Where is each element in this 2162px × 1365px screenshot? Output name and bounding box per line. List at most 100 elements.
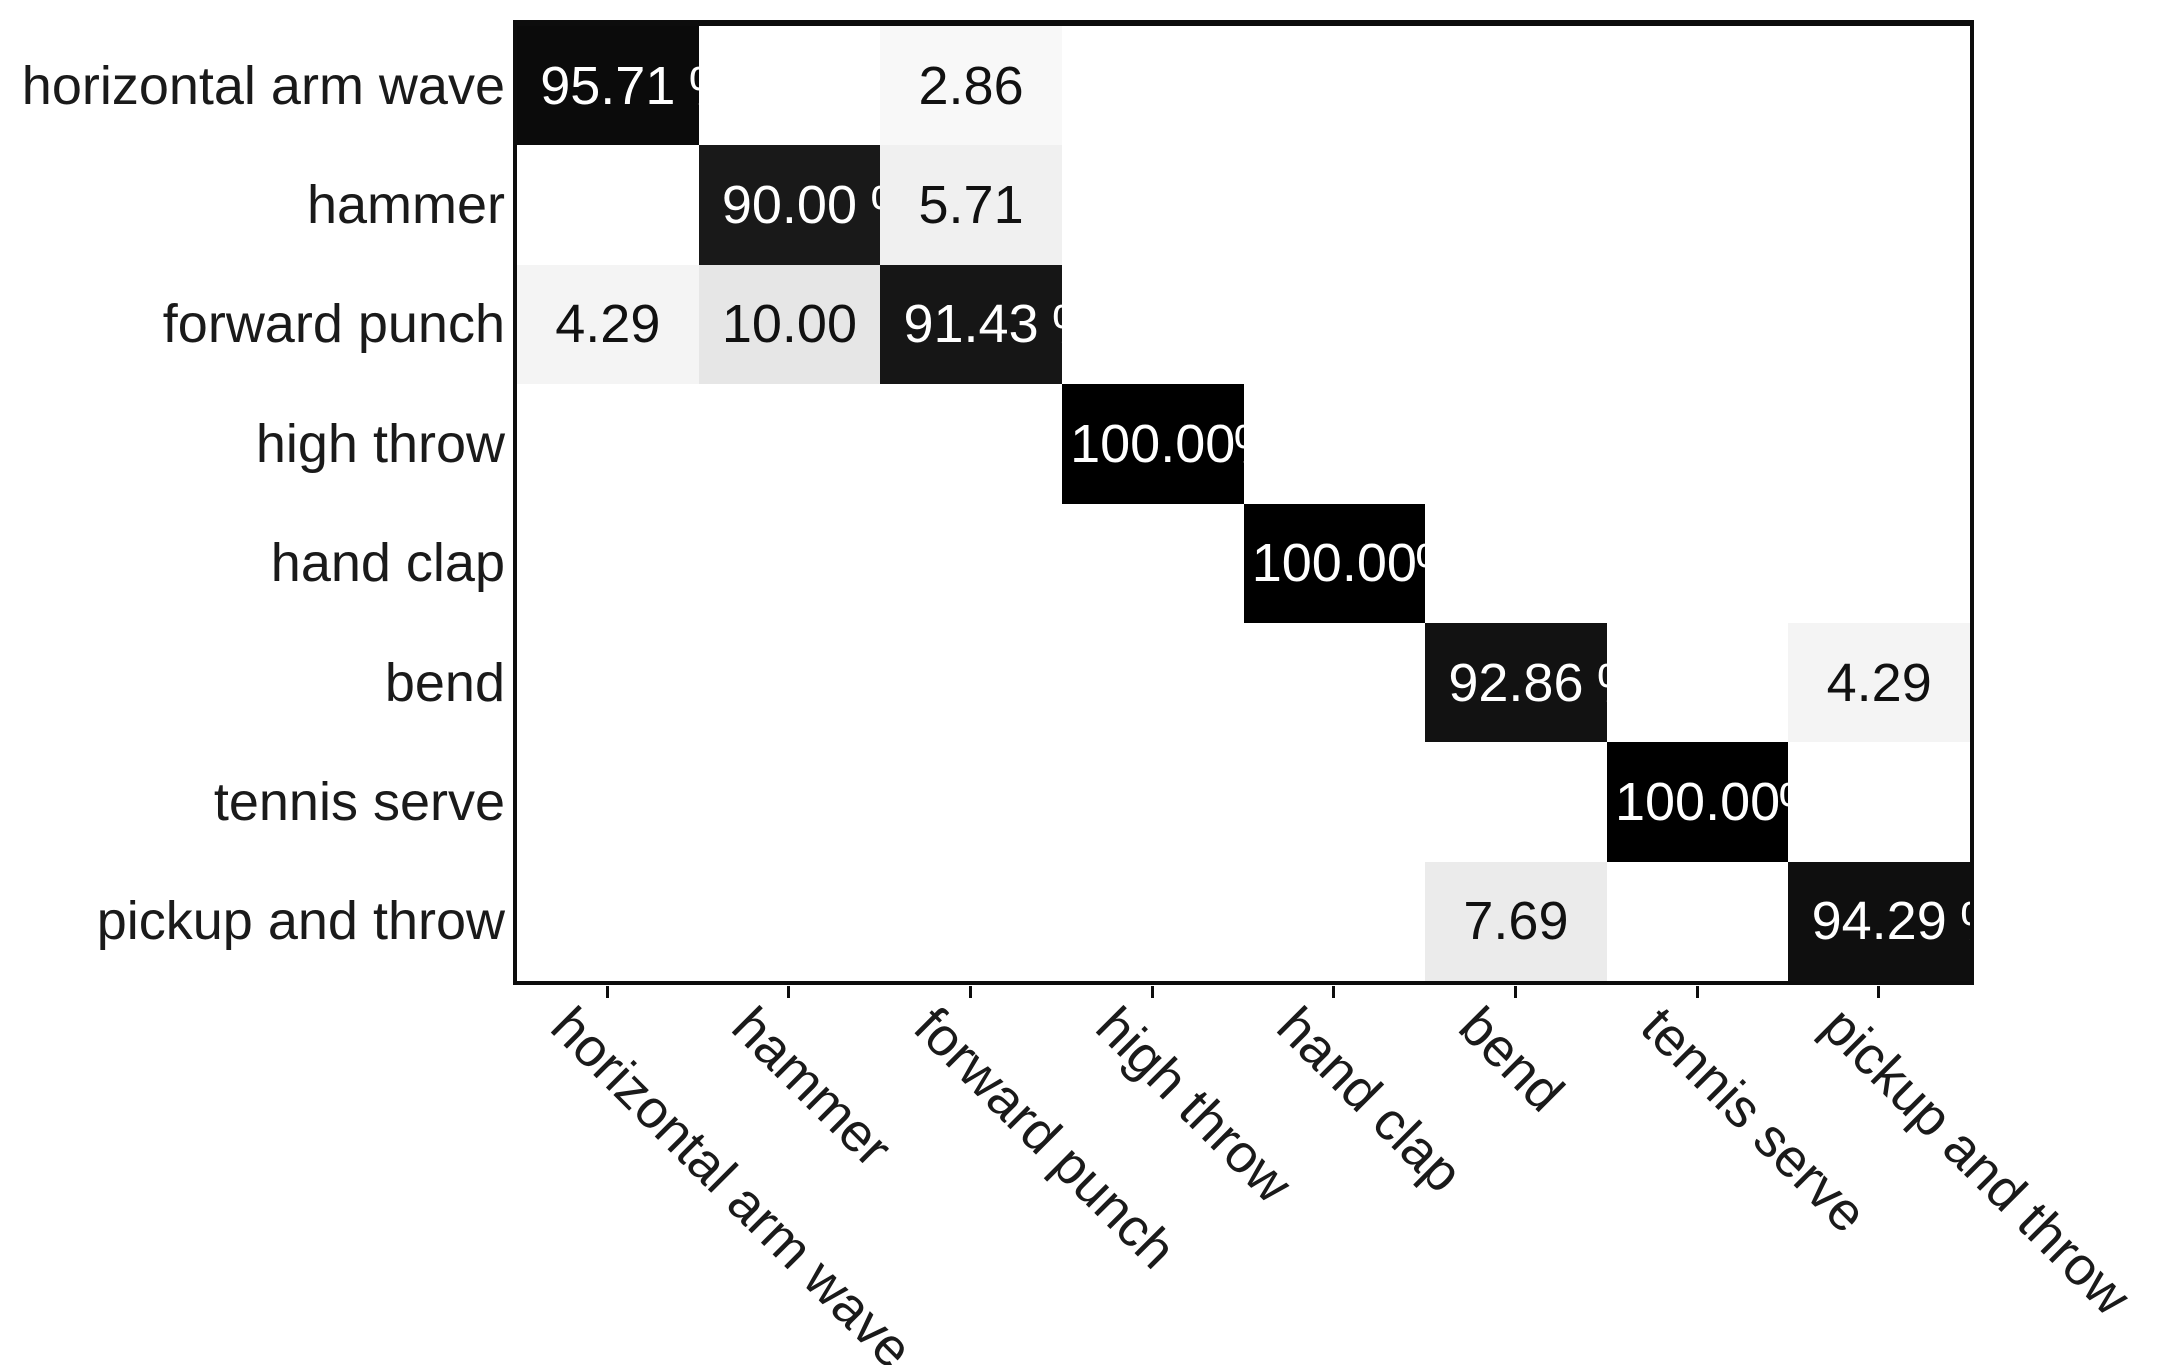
x-axis-tick [605, 986, 609, 998]
matrix-cell [1606, 26, 1789, 146]
matrix-cell [1606, 145, 1789, 265]
matrix-cell: 94.29% [1788, 861, 1970, 981]
matrix-cell [517, 145, 699, 265]
matrix-cell: 95.71% [517, 26, 699, 146]
x-axis-tick [1513, 986, 1517, 998]
matrix-cell [1606, 384, 1789, 504]
matrix-cell [1061, 503, 1244, 623]
y-axis-label: bend [384, 652, 505, 713]
matrix-cell [698, 742, 881, 862]
x-axis-label: hammer [721, 995, 904, 1179]
matrix-cell [517, 622, 699, 743]
matrix-cell [1606, 861, 1789, 981]
matrix-cell [1425, 264, 1607, 385]
clipped-percent-glyph: % [1234, 415, 1244, 473]
matrix-cell: 10.00 [698, 264, 881, 385]
matrix-cell [880, 861, 1062, 981]
cell-value: 100.00 [1614, 771, 1781, 832]
y-axis-label: pickup and throw [96, 891, 505, 952]
matrix-cell: 4.29 [517, 264, 699, 385]
x-axis-tick [1695, 986, 1699, 998]
clipped-percent-glyph: % [1960, 892, 1970, 950]
matrix-cell [698, 622, 881, 743]
clipped-percent-glyph: % [870, 176, 880, 234]
x-axis-tick [1332, 986, 1336, 998]
matrix-cell [1243, 742, 1426, 862]
matrix-cell: 5.71 [880, 145, 1062, 265]
matrix-cell [1061, 861, 1244, 981]
x-axis-tick [969, 986, 973, 998]
cell-value: 4.29 [555, 294, 661, 355]
matrix-cell [1606, 264, 1789, 385]
cell-value: 7.69 [1463, 891, 1569, 952]
clipped-percent-glyph: % [1415, 534, 1425, 592]
x-axis-label: bend [1447, 995, 1576, 1124]
cell-value: 91.43 [903, 294, 1039, 355]
matrix-cell: 100.00% [1606, 742, 1789, 862]
x-axis-tick [1150, 986, 1154, 998]
y-axis-label: high throw [255, 413, 505, 474]
x-axis-label: horizontal arm wave [539, 995, 924, 1365]
matrix-cell [1061, 145, 1244, 265]
matrix-cell [1788, 503, 1970, 623]
matrix-cell: 4.29 [1788, 622, 1970, 743]
y-axis-label: tennis serve [213, 771, 505, 832]
matrix-cell [1243, 145, 1426, 265]
cell-value: 2.86 [918, 55, 1024, 116]
matrix-cell [1243, 622, 1426, 743]
cell-value: 94.29 [1811, 891, 1947, 952]
matrix-cell [1061, 26, 1244, 146]
cell-value: 10.00 [721, 294, 857, 355]
matrix-cell [1788, 264, 1970, 385]
matrix-cell [1425, 384, 1607, 504]
matrix-cell [698, 26, 881, 146]
matrix-cell [1788, 384, 1970, 504]
matrix-cell: 90.00% [698, 145, 881, 265]
matrix-cell [880, 742, 1062, 862]
matrix-cell [880, 503, 1062, 623]
clipped-percent-glyph: % [1778, 773, 1788, 831]
cell-value: 5.71 [918, 175, 1024, 236]
matrix-cell [1788, 145, 1970, 265]
x-axis-tick [1877, 986, 1881, 998]
y-axis-label: forward punch [162, 294, 505, 355]
matrix-cell: 100.00% [1243, 503, 1426, 623]
cell-value: 4.29 [1826, 652, 1932, 713]
matrix-cell [1606, 622, 1789, 743]
matrix-cell [517, 503, 699, 623]
matrix-cell [698, 861, 881, 981]
matrix-cell [880, 384, 1062, 504]
matrix-cell [698, 384, 881, 504]
clipped-percent-glyph: % [1597, 654, 1607, 712]
clipped-percent-glyph: % [1052, 295, 1062, 353]
matrix-grid: 95.71%2.8690.00%5.714.2910.0091.43%100.0… [517, 26, 1970, 981]
matrix-cell [1425, 26, 1607, 146]
cell-value: 95.71 [540, 55, 676, 116]
matrix-cell [1788, 26, 1970, 146]
cell-value: 92.86 [1448, 652, 1584, 713]
matrix-cell [1243, 861, 1426, 981]
clipped-percent-glyph: % [689, 57, 699, 115]
matrix-cell: 100.00% [1061, 384, 1244, 504]
matrix-cell [1425, 145, 1607, 265]
cell-value: 100.00 [1251, 533, 1417, 594]
matrix-cell [517, 742, 699, 862]
matrix-cell [1425, 503, 1607, 623]
cell-value: 90.00 [721, 175, 857, 236]
matrix-cell: 2.86 [880, 26, 1062, 146]
matrix-cell [1606, 503, 1789, 623]
matrix-cell [517, 861, 699, 981]
matrix-cell: 91.43% [880, 264, 1062, 385]
matrix-cell: 92.86% [1425, 622, 1607, 743]
matrix-cell [1061, 622, 1244, 743]
y-axis-label: hand clap [270, 533, 505, 594]
x-axis-label: pickup and throw [1810, 995, 2142, 1327]
x-axis-tick [787, 986, 791, 998]
matrix-cell [1425, 742, 1607, 862]
matrix-cell [1243, 384, 1426, 504]
matrix-cell [698, 503, 881, 623]
matrix-cell: 7.69 [1425, 861, 1607, 981]
y-axis-label: hammer [306, 175, 505, 236]
cell-value: 100.00 [1070, 413, 1236, 474]
